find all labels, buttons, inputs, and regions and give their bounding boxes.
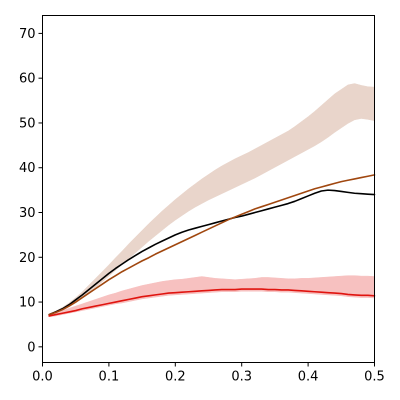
series-line-3 xyxy=(48,288,376,317)
y-tick-label: 50 xyxy=(19,116,36,131)
x-tick-label: 0.3 xyxy=(231,370,252,385)
y-tick-label: 20 xyxy=(19,251,36,266)
series-line-1 xyxy=(48,189,376,316)
plot-frame xyxy=(42,15,375,363)
x-axis-ticks: 0.0 0.1 0.2 0.3 0.4 0.5 xyxy=(32,362,385,385)
series-line-2 xyxy=(48,174,376,316)
y-axis-ticks: 0 10 20 30 40 50 60 70 xyxy=(19,27,43,355)
x-tick-label: 0.4 xyxy=(298,370,319,385)
x-tick-label: 0.2 xyxy=(165,370,186,385)
y-tick-label: 70 xyxy=(19,27,36,42)
y-tick-label: 40 xyxy=(19,161,36,176)
y-tick-label: 0 xyxy=(27,340,35,355)
x-tick-label: 0.1 xyxy=(99,370,120,385)
y-tick-label: 10 xyxy=(19,296,36,311)
y-tick-label: 30 xyxy=(19,206,36,221)
x-tick-label: 0.5 xyxy=(364,370,385,385)
x-tick-label: 0.0 xyxy=(32,370,53,385)
y-tick-label: 60 xyxy=(19,72,36,87)
series-lines xyxy=(48,174,376,317)
